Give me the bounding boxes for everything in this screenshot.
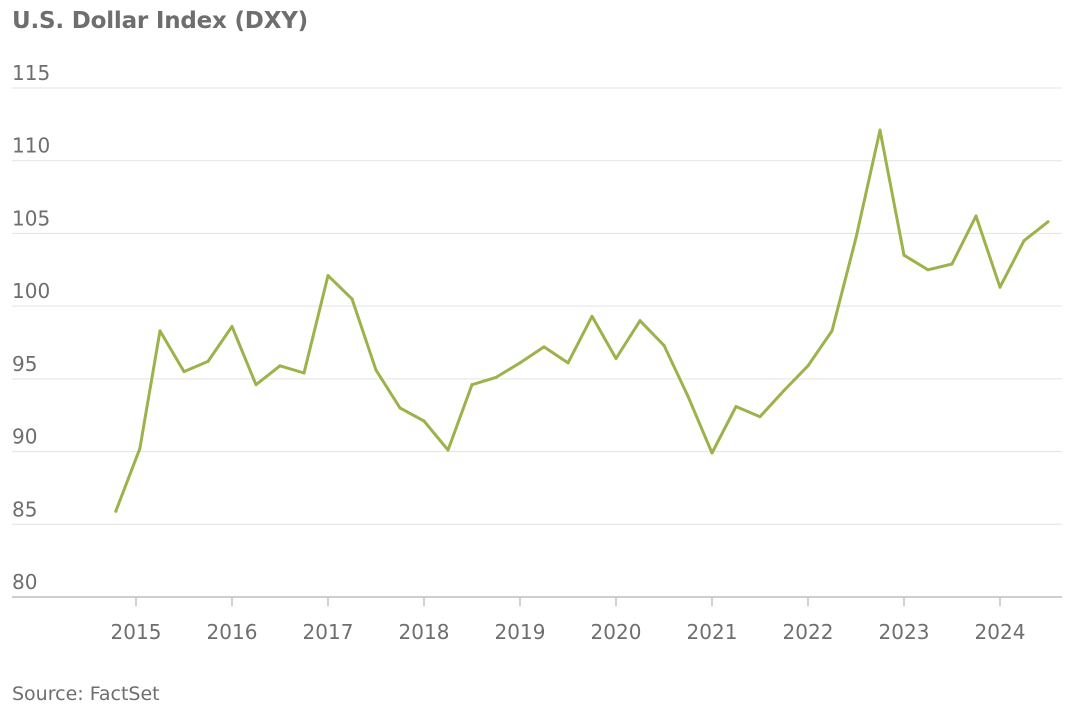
series-group bbox=[114, 128, 1050, 513]
grid-lines bbox=[12, 87, 1062, 598]
data-point bbox=[854, 236, 858, 240]
x-tick-label: 2020 bbox=[591, 620, 642, 644]
data-point bbox=[926, 268, 930, 272]
data-point bbox=[1022, 239, 1026, 243]
data-point bbox=[782, 388, 786, 392]
x-tick-label: 2022 bbox=[783, 620, 834, 644]
x-axis: 2015 2016 2017 2018 2019 2020 2021 2022 2023 2024 bbox=[111, 597, 1026, 644]
data-point bbox=[830, 329, 834, 333]
y-tick-label: 90 bbox=[12, 425, 37, 449]
data-point bbox=[638, 319, 642, 323]
data-point bbox=[518, 361, 522, 365]
data-point bbox=[590, 314, 594, 318]
data-point bbox=[302, 371, 306, 375]
data-point bbox=[182, 370, 186, 374]
y-tick-label: 80 bbox=[12, 570, 37, 594]
data-point bbox=[806, 364, 810, 368]
data-point bbox=[138, 447, 142, 451]
x-tick-label: 2023 bbox=[879, 620, 930, 644]
data-point bbox=[350, 297, 354, 301]
y-tick-label: 115 bbox=[12, 61, 50, 85]
data-point bbox=[878, 128, 882, 132]
chart-title: U.S. Dollar Index (DXY) bbox=[12, 8, 308, 34]
data-point bbox=[734, 404, 738, 408]
y-tick-label: 105 bbox=[12, 206, 50, 230]
x-tick-label: 2015 bbox=[111, 620, 162, 644]
data-point bbox=[114, 509, 118, 513]
x-tick-label: 2016 bbox=[207, 620, 258, 644]
y-tick-label: 95 bbox=[12, 352, 37, 376]
data-point bbox=[278, 364, 282, 368]
data-point bbox=[758, 415, 762, 419]
data-point bbox=[206, 359, 210, 363]
data-point bbox=[446, 448, 450, 452]
y-axis: 80 85 90 95 100 105 110 115 bbox=[12, 61, 50, 594]
x-tick-label: 2021 bbox=[687, 620, 738, 644]
data-point bbox=[158, 329, 162, 333]
data-point bbox=[566, 361, 570, 365]
data-point bbox=[686, 394, 690, 398]
data-point bbox=[1046, 220, 1050, 224]
x-tick-label: 2018 bbox=[399, 620, 450, 644]
data-point bbox=[614, 356, 618, 360]
data-point bbox=[398, 406, 402, 410]
data-point bbox=[494, 375, 498, 379]
chart-source: Source: FactSet bbox=[12, 683, 160, 705]
data-point bbox=[422, 419, 426, 423]
data-point bbox=[902, 253, 906, 257]
data-point bbox=[950, 262, 954, 266]
y-tick-label: 110 bbox=[12, 134, 50, 158]
data-point bbox=[326, 274, 330, 278]
x-tick-label: 2017 bbox=[303, 620, 354, 644]
data-point bbox=[998, 285, 1002, 289]
data-point bbox=[542, 345, 546, 349]
x-tick-label: 2019 bbox=[495, 620, 546, 644]
data-point bbox=[254, 383, 258, 387]
y-tick-label: 100 bbox=[12, 279, 50, 303]
x-tick-label: 2024 bbox=[975, 620, 1026, 644]
data-point bbox=[374, 368, 378, 372]
data-point bbox=[710, 451, 714, 455]
y-tick-label: 85 bbox=[12, 497, 37, 521]
data-point bbox=[470, 383, 474, 387]
series-line bbox=[114, 128, 1050, 513]
data-point bbox=[230, 325, 234, 329]
data-point bbox=[974, 214, 978, 218]
data-point bbox=[662, 343, 666, 347]
